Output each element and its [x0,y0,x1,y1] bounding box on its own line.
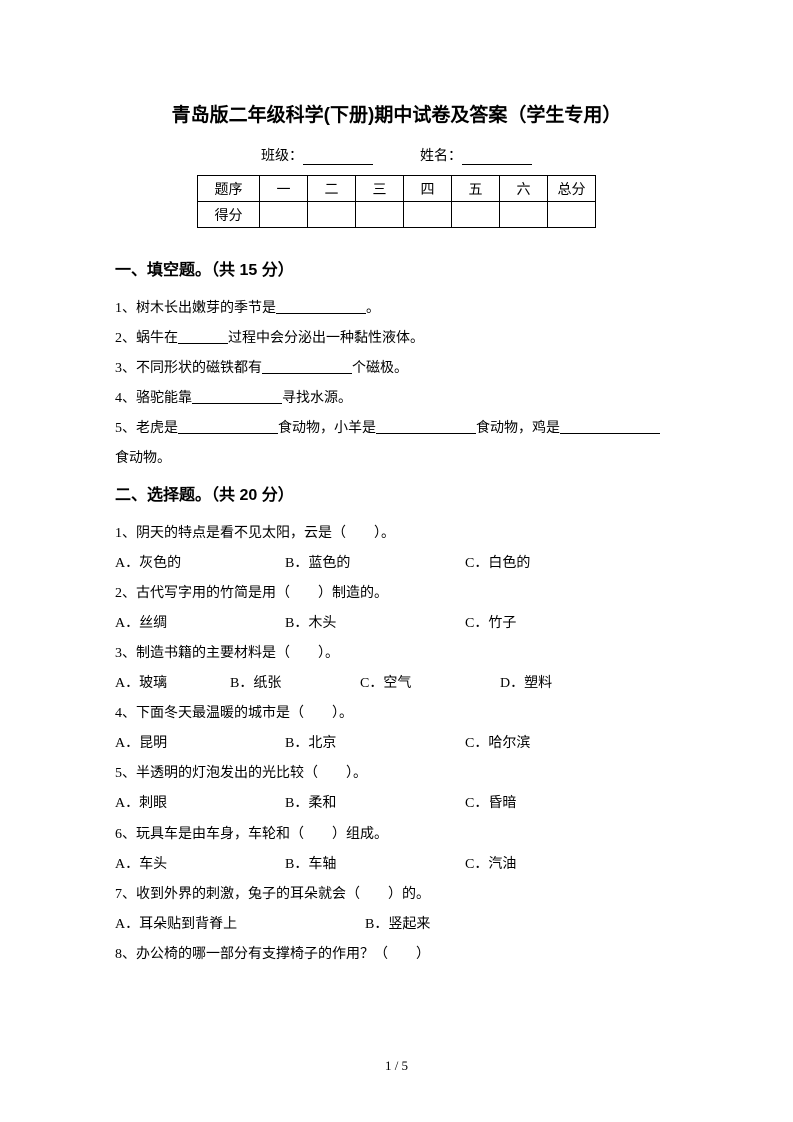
cell-empty[interactable] [548,202,596,228]
cell-empty[interactable] [308,202,356,228]
choice-b: B．木头 [285,609,465,639]
info-row: 班级： 姓名： [115,145,678,165]
s2-q7: 7、收到外界的刺激，兔子的耳朵就会（ ）的。 [115,880,678,910]
cell-total: 总分 [548,176,596,202]
fill-blank[interactable] [192,390,282,404]
choice-a: A．耳朵贴到背脊上 [115,910,365,940]
s1-q2: 2、蜗牛在过程中会分泌出一种黏性液体。 [115,324,678,354]
choice-b: B．纸张 [230,669,360,699]
s2-q4-choices: A．昆明B．北京C．哈尔滨 [115,729,678,759]
choice-c: C．哈尔滨 [465,729,530,759]
cell-label: 得分 [198,202,260,228]
choice-c: C．汽油 [465,850,516,880]
s2-q1: 1、阴天的特点是看不见太阳，云是（ ）。 [115,519,678,549]
table-row: 得分 [198,202,596,228]
cell-empty[interactable] [500,202,548,228]
cell-empty[interactable] [404,202,452,228]
choice-c: C．空气 [360,669,500,699]
choice-a: A．车头 [115,850,285,880]
fill-blank[interactable] [560,420,660,434]
choice-b: B．北京 [285,729,465,759]
table-row: 题序 一 二 三 四 五 六 总分 [198,176,596,202]
s2-q8: 8、办公椅的哪一部分有支撑椅子的作用？（ ） [115,940,678,970]
choice-a: A．昆明 [115,729,285,759]
fill-blank[interactable] [376,420,476,434]
s1-q5-cont: 食动物。 [115,444,678,474]
s1-q3: 3、不同形状的磁铁都有个磁极。 [115,354,678,384]
section1-heading: 一、填空题。（共 15 分） [115,256,678,280]
page-footer: 1 / 5 [0,1058,793,1074]
s1-q1: 1、树木长出嫩芽的季节是。 [115,294,678,324]
choice-b: B．竖起来 [365,910,430,940]
s2-q6: 6、玩具车是由车身，车轮和（ ）组成。 [115,820,678,850]
class-blank[interactable] [303,151,373,165]
choice-a: A．丝绸 [115,609,285,639]
s2-q2: 2、古代写字用的竹简是用（ ）制造的。 [115,579,678,609]
choice-a: A．玻璃 [115,669,230,699]
cell-empty[interactable] [356,202,404,228]
s2-q3-choices: A．玻璃B．纸张C．空气D．塑料 [115,669,678,699]
s2-q5: 5、半透明的灯泡发出的光比较（ ）。 [115,759,678,789]
choice-b: B．蓝色的 [285,549,465,579]
choice-c: C．白色的 [465,549,530,579]
document-title: 青岛版二年级科学(下册)期中试卷及答案（学生专用） [115,100,678,127]
s2-q3: 3、制造书籍的主要材料是（ ）。 [115,639,678,669]
s1-q5: 5、老虎是食动物，小羊是食动物，鸡是 [115,414,678,444]
choice-a: A．灰色的 [115,549,285,579]
cell-label: 题序 [198,176,260,202]
cell-empty[interactable] [452,202,500,228]
choice-b: B．车轴 [285,850,465,880]
cell-empty[interactable] [260,202,308,228]
choice-c: C．竹子 [465,609,516,639]
class-label: 班级： [261,149,303,164]
s2-q7-choices: A．耳朵贴到背脊上B．竖起来 [115,910,678,940]
score-table: 题序 一 二 三 四 五 六 总分 得分 [197,175,596,228]
s1-q4: 4、骆驼能靠寻找水源。 [115,384,678,414]
s2-q2-choices: A．丝绸B．木头C．竹子 [115,609,678,639]
fill-blank[interactable] [178,420,278,434]
name-label: 姓名： [420,149,462,164]
choice-d: D．塑料 [500,669,552,699]
choice-a: A．刺眼 [115,789,285,819]
section2-heading: 二、选择题。（共 20 分） [115,481,678,505]
choice-c: C．昏暗 [465,789,516,819]
name-blank[interactable] [462,151,532,165]
s2-q5-choices: A．刺眼B．柔和C．昏暗 [115,789,678,819]
cell-num: 二 [308,176,356,202]
s2-q1-choices: A．灰色的B．蓝色的C．白色的 [115,549,678,579]
cell-num: 一 [260,176,308,202]
cell-num: 四 [404,176,452,202]
fill-blank[interactable] [262,360,352,374]
fill-blank[interactable] [178,330,228,344]
s2-q6-choices: A．车头B．车轴C．汽油 [115,850,678,880]
choice-b: B．柔和 [285,789,465,819]
cell-num: 五 [452,176,500,202]
fill-blank[interactable] [276,300,366,314]
cell-num: 三 [356,176,404,202]
s2-q4: 4、下面冬天最温暖的城市是（ ）。 [115,699,678,729]
cell-num: 六 [500,176,548,202]
